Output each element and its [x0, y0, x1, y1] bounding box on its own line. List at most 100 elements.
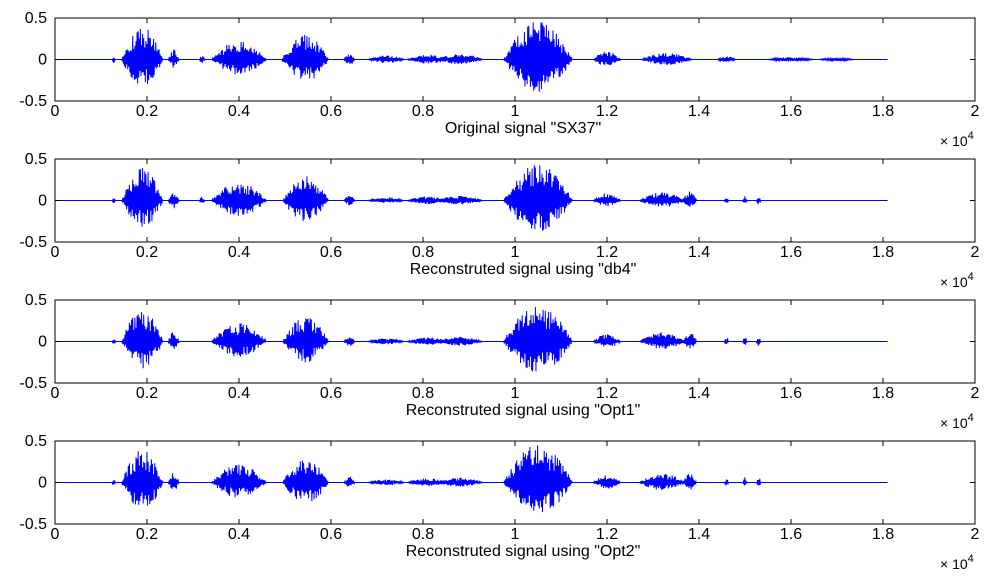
y-tick-label: 0.5 [25, 292, 47, 309]
signal-burst [211, 41, 267, 75]
signal-burst [503, 165, 573, 231]
x-tick-label: 1 [511, 244, 520, 261]
signal-burst [282, 35, 329, 79]
signal-burst [723, 198, 730, 204]
x-tick-label: 0.4 [228, 385, 250, 402]
signal-burst [436, 195, 483, 205]
y-tick-label: -0.5 [19, 516, 47, 533]
x-tick-label: 2 [971, 385, 980, 402]
x-tick-label: 1.2 [596, 244, 618, 261]
signal-burst [742, 196, 748, 203]
signal-burst [367, 197, 405, 204]
signal-burst [167, 332, 180, 350]
x-tick-label: 0 [51, 244, 60, 261]
x-multiplier: × 104 [940, 271, 974, 290]
signal-burst [121, 451, 164, 506]
x-axis-label: Reconstruted signal using "Opt2" [406, 543, 641, 560]
signal-burst [723, 338, 730, 345]
signal-burst [211, 184, 267, 216]
signal-burst [593, 51, 622, 66]
x-tick-label: 0.8 [412, 103, 434, 120]
signal-burst [121, 168, 164, 227]
signal-burst [121, 28, 164, 84]
panel-1: 0 0.2 0.4 0.6 0.8 1 1.2 1.4 1.6 1.8 20.50-0.5Origi… [19, 10, 979, 149]
x-tick-label: 0.2 [136, 385, 158, 402]
signal-burst [111, 479, 116, 486]
x-tick-label: 0 [51, 385, 60, 402]
x-tick-label: 2 [971, 526, 980, 543]
signal-burst [682, 474, 698, 490]
y-tick-label: 0.5 [25, 10, 47, 27]
signal-burst [282, 460, 329, 502]
x-tick-label: 1 [511, 103, 520, 120]
signal-burst [436, 477, 483, 487]
signal-burst [756, 198, 762, 205]
signal-burst [367, 479, 405, 486]
signal-burst [343, 337, 356, 346]
y-tick-label: 0 [38, 52, 47, 69]
signal-burst [641, 53, 693, 65]
signal-burst [343, 195, 356, 206]
signal-burst [756, 478, 762, 486]
x-tick-label: 1.8 [872, 526, 894, 543]
signal-burst [198, 197, 206, 204]
x-tick-label: 0 [51, 526, 60, 543]
x-tick-label: 0.4 [228, 244, 250, 261]
panel-3: 0 0.2 0.4 0.6 0.8 1 1.2 1.4 1.6 1.8 20.50-0.5Recon… [19, 292, 979, 431]
x-tick-label: 1.2 [596, 385, 618, 402]
y-tick-label: 0.5 [25, 433, 47, 450]
x-multiplier: × 104 [940, 412, 974, 431]
x-tick-label: 2 [971, 103, 980, 120]
x-tick-label: 1.8 [872, 103, 894, 120]
signal-burst [592, 334, 622, 347]
x-tick-label: 1.6 [780, 385, 802, 402]
x-tick-label: 0.4 [228, 103, 250, 120]
signal-burst [367, 338, 405, 345]
signal-burst [436, 54, 483, 65]
x-tick-label: 0.6 [320, 526, 342, 543]
x-tick-label: 1.2 [596, 103, 618, 120]
signal-burst [592, 475, 621, 489]
y-tick-label: -0.5 [19, 234, 47, 251]
signal-burst [167, 49, 180, 68]
x-tick-label: 1.4 [688, 385, 710, 402]
signal-burst [167, 473, 180, 489]
signal-burst [111, 57, 116, 63]
signal-burst [211, 323, 267, 357]
x-tick-label: 0.8 [412, 244, 434, 261]
signal-burst [282, 176, 329, 222]
signal-burst [343, 476, 356, 487]
y-tick-label: -0.5 [19, 93, 47, 110]
panel-2: 0 0.2 0.4 0.6 0.8 1 1.2 1.4 1.6 1.8 20.50-0.5Recon… [19, 151, 979, 290]
x-tick-label: 1.6 [780, 526, 802, 543]
x-tick-label: 0.6 [320, 244, 342, 261]
signal-burst [639, 192, 686, 207]
x-tick-label: 1.6 [780, 244, 802, 261]
signal-burst [503, 22, 573, 92]
x-tick-label: 1 [511, 385, 520, 402]
signal-burst [111, 198, 116, 204]
y-tick-label: 0 [38, 475, 47, 492]
x-tick-label: 1 [511, 526, 520, 543]
signal-burst [343, 54, 356, 64]
y-tick-label: 0 [38, 334, 47, 351]
signal-burst [682, 334, 698, 349]
signal-burst [767, 56, 814, 63]
y-tick-label: 0.5 [25, 151, 47, 168]
x-multiplier: × 104 [940, 553, 974, 572]
signal-burst [503, 445, 573, 513]
signal-burst [211, 464, 267, 498]
signal-burst [503, 307, 573, 372]
signal-burst [717, 56, 736, 63]
x-tick-label: 1.8 [872, 244, 894, 261]
x-axis-label: Reconstruted signal using "Opt1" [406, 402, 641, 419]
x-tick-label: 0.2 [136, 244, 158, 261]
y-tick-label: 0 [38, 193, 47, 210]
x-tick-label: 1.4 [688, 103, 710, 120]
signal-burst [167, 193, 180, 209]
x-tick-label: 0.2 [136, 526, 158, 543]
x-tick-label: 0.8 [412, 385, 434, 402]
x-tick-label: 1.2 [596, 526, 618, 543]
signal-burst [367, 55, 405, 63]
x-tick-label: 1.4 [688, 244, 710, 261]
